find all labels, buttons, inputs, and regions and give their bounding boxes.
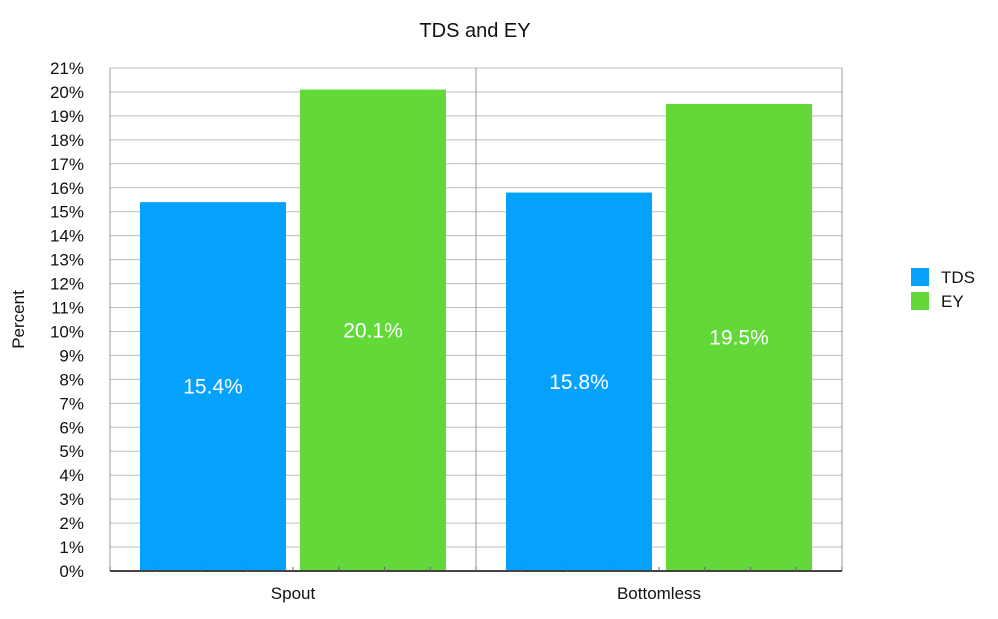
y-tick-label: 1%: [59, 538, 84, 557]
legend-label-tds: TDS: [941, 268, 975, 287]
y-tick-label: 0%: [59, 562, 84, 581]
y-tick-label: 7%: [59, 394, 84, 413]
y-tick-label: 13%: [50, 251, 84, 270]
legend-swatch-ey: [911, 292, 929, 310]
y-tick-label: 3%: [59, 490, 84, 509]
y-tick-label: 5%: [59, 442, 84, 461]
chart-title: TDS and EY: [419, 20, 530, 42]
y-axis-label: Percent: [9, 290, 28, 349]
bar-data-label: 20.1%: [343, 319, 403, 342]
y-tick-label: 14%: [50, 227, 84, 246]
bar-data-label: 15.8%: [549, 371, 609, 394]
y-tick-label: 10%: [50, 322, 84, 341]
y-tick-label: 12%: [50, 275, 84, 294]
legend-label-ey: EY: [941, 292, 964, 311]
y-tick-labels: 0% 1% 2% 3% 4% 5% 6% 7% 8% 9% 10% 11% 12% 13% 14% 15% 16…: [50, 59, 84, 581]
bar-tds-bottomless: [506, 192, 652, 572]
bar-tds-spout: [140, 202, 286, 571]
y-tick-label: 2%: [59, 514, 84, 533]
legend-swatch-tds: [911, 268, 929, 286]
x-category-label: Spout: [271, 584, 316, 603]
y-tick-label: 21%: [50, 59, 84, 78]
y-tick-label: 4%: [59, 466, 84, 485]
bar-ey-spout: [300, 89, 446, 572]
y-tick-label: 20%: [50, 83, 84, 102]
y-tick-label: 15%: [50, 203, 84, 222]
bar-data-label: 19.5%: [709, 326, 769, 349]
y-tick-label: 19%: [50, 107, 84, 126]
bars: 15.4% 20.1% 15.8% 19.5%: [109, 89, 843, 572]
x-category-labels: Spout Bottomless: [271, 584, 701, 603]
y-tick-label: 17%: [50, 155, 84, 174]
y-tick-label: 9%: [59, 346, 84, 365]
bar-ey-bottomless: [666, 103, 812, 571]
y-tick-label: 8%: [59, 370, 84, 389]
legend: TDS EY: [911, 268, 975, 311]
x-category-label: Bottomless: [617, 584, 701, 603]
y-tick-label: 11%: [51, 299, 84, 318]
y-tick-label: 16%: [50, 179, 84, 198]
y-tick-label: 18%: [50, 131, 84, 150]
bar-data-label: 15.4%: [183, 376, 243, 399]
y-tick-label: 6%: [59, 418, 84, 437]
